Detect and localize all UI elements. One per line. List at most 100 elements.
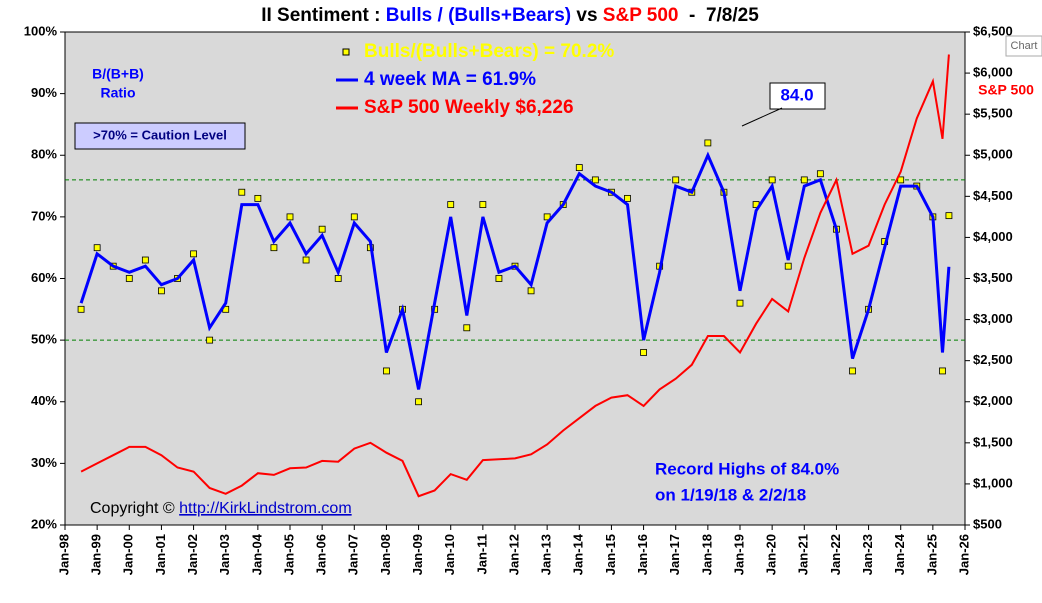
y2-tick-label: $4,000 <box>973 229 1013 244</box>
series-line <box>79 151 951 390</box>
chart-tag <box>1005 35 1042 57</box>
x-tick-label: Jan-03 <box>217 534 232 575</box>
data-point <box>704 139 712 147</box>
annotation: Copyright © http://KirkLindstrom.com <box>90 500 352 517</box>
callout-pointer <box>741 107 783 127</box>
data-point <box>768 176 776 184</box>
y2-tick-label: $4,500 <box>973 188 1013 203</box>
y-tick-label: 90% <box>31 85 57 100</box>
data-point <box>141 256 149 264</box>
legend-label: 4 week MA = 61.9% <box>364 69 536 90</box>
annotation: >70% = Caution Level <box>93 127 227 142</box>
x-tick-label: Jan-19 <box>731 534 746 575</box>
y-tick-label: 50% <box>31 332 57 347</box>
data-point <box>238 188 246 196</box>
title-part: Bulls / (Bulls+Bears) <box>386 5 571 26</box>
data-point <box>270 244 278 252</box>
y2-tick-label: $1,000 <box>973 475 1013 490</box>
y2-tick-label: $2,000 <box>973 393 1013 408</box>
chart-tag-label: Chart <box>1011 40 1038 52</box>
x-tick-label: Jan-15 <box>603 534 618 575</box>
plot-area <box>64 31 966 526</box>
x-tick-label: Jan-25 <box>924 534 939 575</box>
legend-label: Bulls/(Bulls+Bears) = 70.2% <box>364 41 614 62</box>
y-tick-label: 100% <box>24 23 58 38</box>
x-tick-label: Jan-98 <box>56 534 71 575</box>
x-tick-label: Jan-23 <box>860 534 875 575</box>
y-tick-label: 30% <box>31 455 57 470</box>
data-point <box>784 262 792 270</box>
x-tick-label: Jan-00 <box>121 534 136 575</box>
data-point <box>495 275 503 282</box>
y-tick-label: 40% <box>31 393 57 408</box>
y2-tick-label: $3,000 <box>973 311 1013 326</box>
x-tick-label: Jan-07 <box>346 534 361 575</box>
data-point <box>158 287 165 295</box>
title-part: II Sentiment : <box>261 5 386 26</box>
data-point <box>800 176 808 184</box>
data-point <box>527 287 535 295</box>
x-tick-label: Jan-08 <box>378 534 393 575</box>
x-tick-label: Jan-09 <box>410 534 425 575</box>
data-point <box>816 170 824 178</box>
data-point <box>945 212 953 220</box>
x-tick-label: Jan-17 <box>667 534 682 575</box>
x-tick-label: Jan-21 <box>796 534 811 575</box>
data-point <box>302 256 310 264</box>
annotation: B/(B+B) <box>92 66 144 82</box>
x-tick-label: Jan-24 <box>892 533 907 575</box>
y2-tick-label: $3,500 <box>973 270 1013 285</box>
y-tick-label: 70% <box>31 208 57 223</box>
caution-box <box>74 122 246 150</box>
y2-tick-label: $500 <box>973 516 1002 531</box>
x-tick-label: Jan-06 <box>314 534 329 575</box>
data-point <box>383 367 390 375</box>
data-point <box>125 275 133 282</box>
x-tick-label: Jan-12 <box>506 534 521 575</box>
x-tick-label: Jan-20 <box>764 534 779 575</box>
legend-marker <box>342 48 350 56</box>
data-point <box>849 367 856 375</box>
title-part: - 7/8/25 <box>679 5 760 26</box>
data-point <box>415 398 422 406</box>
data-point <box>591 176 599 184</box>
annotation: Ratio <box>101 85 136 101</box>
data-point <box>640 349 647 356</box>
data-point <box>286 213 294 221</box>
annotation: Record Highs of 84.0% <box>655 459 839 478</box>
data-point <box>447 201 455 208</box>
y2-axis-label: S&P 500 <box>978 82 1034 98</box>
data-point <box>318 225 326 233</box>
annotation: on 1/19/18 & 2/2/18 <box>655 485 806 504</box>
data-point <box>334 275 342 282</box>
x-tick-label: Jan-99 <box>89 534 104 575</box>
data-point <box>254 194 262 202</box>
data-point <box>939 367 946 375</box>
y-tick-label: 60% <box>31 270 57 285</box>
y2-tick-label: $2,500 <box>973 352 1013 367</box>
x-tick-label: Jan-10 <box>442 534 457 575</box>
y2-tick-label: $5,000 <box>973 147 1013 162</box>
x-tick-label: Jan-22 <box>828 534 843 575</box>
legend-label: S&P 500 Weekly $6,226 <box>364 97 574 118</box>
data-point <box>350 213 358 221</box>
url: http://KirkLindstrom.com <box>179 500 352 517</box>
x-tick-label: Jan-11 <box>474 534 489 574</box>
y2-tick-label: $6,000 <box>973 65 1013 80</box>
y2-tick-label: $1,500 <box>973 434 1013 449</box>
data-point <box>206 336 214 344</box>
x-tick-label: Jan-26 <box>956 534 971 575</box>
chart-title: II Sentiment : Bulls / (Bulls+Bears) vs … <box>261 5 759 26</box>
data-point <box>736 299 744 307</box>
x-tick-label: Jan-02 <box>185 534 200 575</box>
data-point <box>624 194 631 202</box>
data-point <box>463 324 471 332</box>
y2-tick-label: $5,500 <box>973 106 1013 121</box>
x-tick-label: Jan-14 <box>571 533 586 575</box>
x-tick-label: Jan-04 <box>249 533 264 575</box>
callout-box <box>769 82 826 110</box>
y2-tick-label: $6,500 <box>973 23 1013 38</box>
y-tick-label: 80% <box>31 147 57 162</box>
x-tick-label: Jan-01 <box>153 534 168 575</box>
